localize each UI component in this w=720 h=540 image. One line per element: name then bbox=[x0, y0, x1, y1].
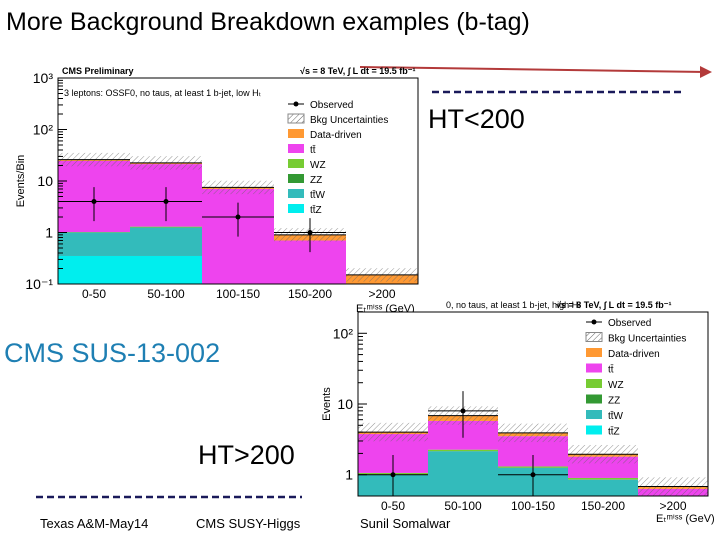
legend-label-4: WZ bbox=[608, 380, 624, 391]
y-tick-label-3: 10² bbox=[33, 122, 54, 138]
legend-marker-ttZ bbox=[288, 204, 304, 213]
x-tick-label-3: 150-200 bbox=[581, 499, 625, 513]
legend-label-0: Observed bbox=[608, 318, 651, 329]
y-axis-label: Events/Bin bbox=[15, 155, 27, 208]
y-tick-label-0: 10⁻¹ bbox=[25, 276, 53, 292]
legend-label-6: tt̄W bbox=[608, 410, 624, 422]
legend-marker-WZ bbox=[586, 379, 602, 388]
legend-marker-tt bbox=[586, 363, 602, 373]
x-tick-label-1: 50-100 bbox=[147, 287, 185, 301]
legend-marker-ZZ bbox=[586, 394, 602, 404]
legend-marker-Datadriven bbox=[586, 348, 602, 357]
legend-label-4: WZ bbox=[310, 160, 326, 171]
legend-marker-ttW bbox=[288, 189, 304, 198]
observed-point-1 bbox=[460, 408, 466, 414]
x-tick-label-0: 0-50 bbox=[381, 499, 405, 513]
x-tick-label-4: >200 bbox=[659, 499, 686, 513]
legend-label-2: Data-driven bbox=[310, 130, 362, 141]
legend-marker-ttW bbox=[586, 410, 602, 419]
bar-ttW-1 bbox=[130, 227, 202, 256]
x-tick-label-2: 100-150 bbox=[216, 287, 260, 301]
bar-ttW-3 bbox=[568, 479, 638, 496]
observed-point-2 bbox=[530, 472, 536, 478]
footer-center: CMS SUSY-Higgs bbox=[196, 516, 301, 531]
legend-label-3: tt̄ bbox=[608, 363, 614, 375]
y-tick-label-2: 10² bbox=[333, 325, 354, 341]
legend-marker-observed-dot bbox=[591, 319, 597, 325]
bar-ttZ-0 bbox=[58, 255, 130, 284]
legend-label-1: Bkg Uncertainties bbox=[608, 334, 686, 345]
y-tick-label-4: 10³ bbox=[33, 70, 54, 86]
x-tick-label-2: 100-150 bbox=[511, 499, 555, 513]
label-ht-low: HT<200 bbox=[428, 104, 525, 134]
legend-marker-tt bbox=[288, 144, 304, 153]
legend-label-5: ZZ bbox=[310, 175, 322, 186]
bar-ttW-1 bbox=[428, 451, 498, 496]
legend-label-7: tt̄Z bbox=[310, 204, 322, 216]
legend-marker-Datadriven bbox=[288, 129, 304, 138]
bar-WZ-1 bbox=[130, 226, 202, 228]
x-tick-label-1: 50-100 bbox=[444, 499, 482, 513]
chart-header-right: √s = 8 TeV, ∫ L dt = 19.5 fb⁻¹ bbox=[556, 300, 672, 310]
x-tick-label-0: 0-50 bbox=[82, 287, 106, 301]
legend-marker-ttZ bbox=[586, 425, 602, 435]
legend-marker-ZZ bbox=[288, 174, 304, 183]
slide-title: More Background Breakdown examples (b-ta… bbox=[6, 8, 530, 36]
footer-right: Sunil Somalwar bbox=[360, 516, 451, 531]
y-axis-label: Events bbox=[321, 387, 333, 421]
footer-left: Texas A&M-May14 bbox=[40, 516, 149, 531]
legend-marker-uncertainty bbox=[287, 113, 305, 124]
legend-marker-observed-dot bbox=[293, 101, 299, 107]
x-axis-label: Eₜᵐⁱˢˢ (GeV) bbox=[656, 513, 715, 525]
bar-WZ-1 bbox=[428, 449, 498, 452]
legend-marker-WZ bbox=[288, 159, 304, 168]
bar-WZ-3 bbox=[568, 477, 638, 480]
legend-label-7: tt̄Z bbox=[608, 425, 620, 437]
observed-point-3 bbox=[307, 230, 313, 235]
x-tick-label-4: >200 bbox=[368, 287, 395, 301]
chart-header-right: √s = 8 TeV, ∫ L dt = 19.5 fb⁻¹ bbox=[300, 66, 416, 76]
selection-label: 0, no taus, at least 1 b-jet, high Hₜ bbox=[446, 300, 581, 310]
y-tick-label-1: 1 bbox=[45, 225, 53, 241]
y-tick-label-2: 10 bbox=[37, 173, 53, 189]
observed-point-2 bbox=[235, 214, 241, 220]
legend-label-2: Data-driven bbox=[608, 349, 660, 360]
label-cms-analysis: CMS SUS-13-002 bbox=[4, 338, 221, 368]
observed-point-0 bbox=[390, 472, 396, 478]
legend-label-0: Observed bbox=[310, 100, 353, 111]
chart-header-left: CMS Preliminary bbox=[62, 66, 134, 76]
chart-low-ht: 0-50 50-100 100-150 150-200 >200 10⁻¹ 1 10 10² 10… bbox=[15, 66, 419, 315]
bar-ttZ-1 bbox=[130, 255, 202, 284]
legend-marker-uncertainty bbox=[585, 332, 603, 342]
y-tick-label-1: 10 bbox=[337, 396, 353, 412]
x-tick-label-3: 150-200 bbox=[288, 287, 332, 301]
y-tick-label-0: 1 bbox=[345, 467, 353, 483]
observed-point-0 bbox=[91, 198, 97, 204]
label-ht-high: HT>200 bbox=[198, 440, 295, 470]
legend-label-3: tt̄ bbox=[310, 144, 316, 156]
bar-ttW-0 bbox=[58, 232, 130, 256]
chart-high-ht: 0-50 50-100 100-150 150-200 >200 1 10 10² Events… bbox=[321, 300, 715, 525]
legend-label-1: Bkg Uncertainties bbox=[310, 115, 388, 126]
observed-point-1 bbox=[163, 198, 169, 204]
legend-label-5: ZZ bbox=[608, 396, 620, 407]
selection-label: 3 leptons: OSSF0, no taus, at least 1 b-… bbox=[64, 88, 262, 98]
legend-label-6: tt̄W bbox=[310, 189, 326, 201]
arrow-line bbox=[359, 66, 712, 78]
